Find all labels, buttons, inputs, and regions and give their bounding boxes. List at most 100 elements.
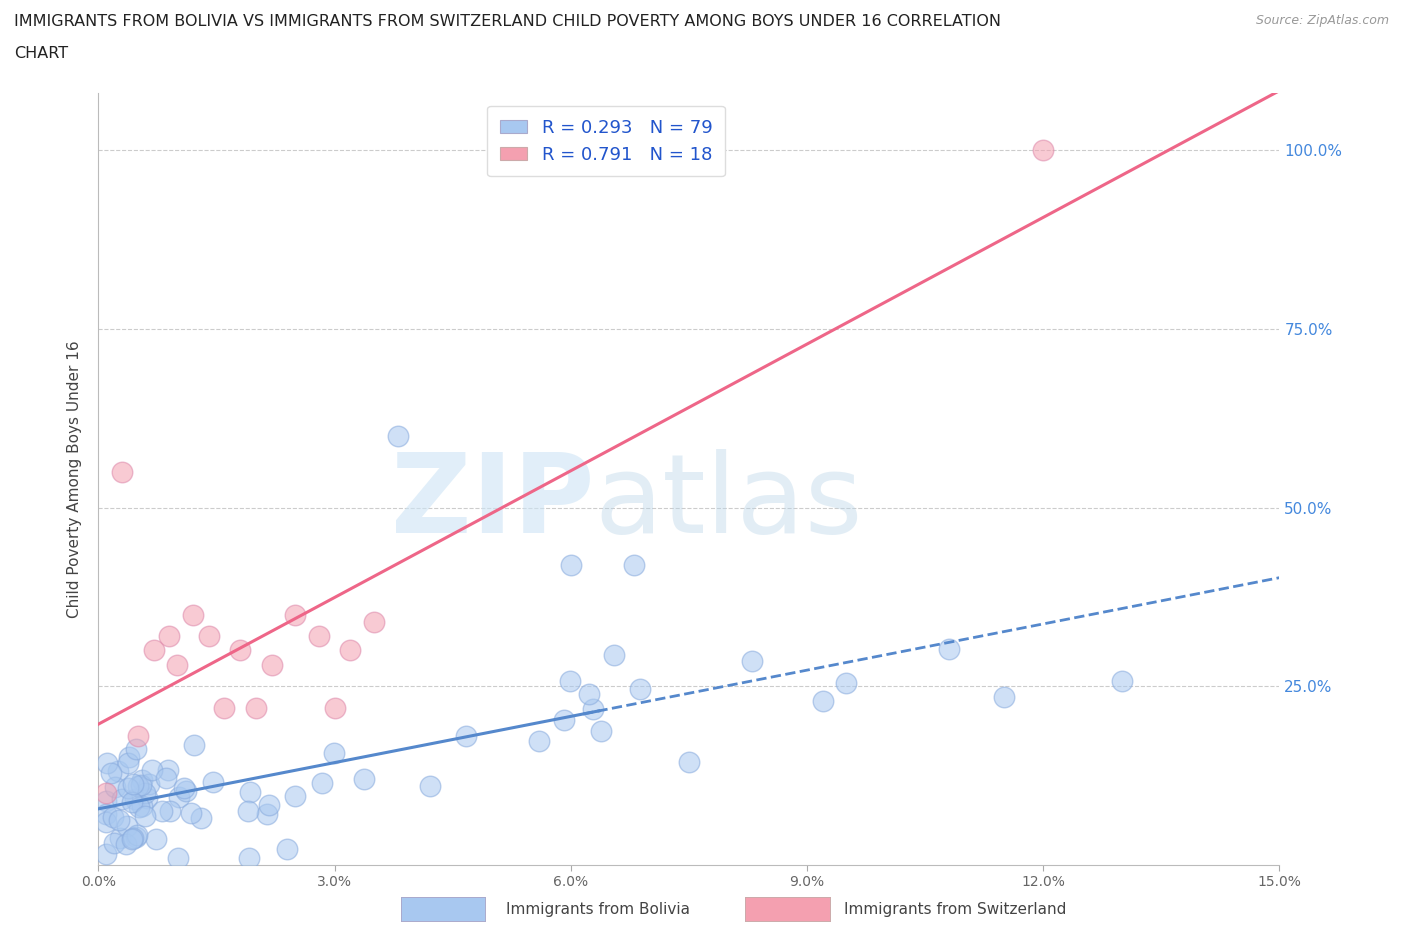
Point <box>560 557 582 572</box>
Point <box>628 682 651 697</box>
Point <box>142 643 165 658</box>
Text: ZIP: ZIP <box>391 448 595 555</box>
Point <box>125 741 148 756</box>
Point <box>128 799 150 814</box>
Point <box>157 629 180 644</box>
Point <box>553 712 575 727</box>
Text: atlas: atlas <box>595 448 863 555</box>
Point <box>678 755 700 770</box>
Point <box>108 830 131 845</box>
Text: Source: ZipAtlas.com: Source: ZipAtlas.com <box>1256 14 1389 27</box>
Point <box>131 773 153 788</box>
Point <box>115 818 138 833</box>
Point <box>308 629 330 644</box>
Point <box>174 783 197 798</box>
Point <box>339 643 361 658</box>
Point <box>115 837 138 852</box>
Point <box>157 763 180 777</box>
Point <box>96 786 118 801</box>
Point <box>131 798 153 813</box>
Point <box>138 777 160 791</box>
Point <box>117 781 139 796</box>
Point <box>122 777 145 791</box>
Point <box>96 806 118 821</box>
Point <box>603 647 626 662</box>
Point <box>124 791 146 806</box>
Point <box>167 850 190 865</box>
Point <box>993 689 1015 704</box>
Point <box>1032 142 1054 157</box>
Point <box>96 847 118 862</box>
Point <box>527 734 550 749</box>
Point <box>311 776 333 790</box>
Point <box>238 850 260 865</box>
Y-axis label: Child Poverty Among Boys Under 16: Child Poverty Among Boys Under 16 <box>67 340 83 618</box>
Point <box>136 790 159 805</box>
Point <box>183 737 205 752</box>
Point <box>197 629 219 644</box>
Point <box>284 607 307 622</box>
Point <box>100 766 122 781</box>
Point <box>107 764 129 778</box>
Point <box>104 779 127 794</box>
Point <box>121 795 143 810</box>
Point <box>419 779 441 794</box>
Point <box>589 724 612 738</box>
Point <box>96 814 118 829</box>
Point <box>155 770 177 785</box>
Point <box>96 755 118 770</box>
Point <box>741 653 763 668</box>
Text: CHART: CHART <box>14 46 67 61</box>
Point <box>284 789 307 804</box>
Point <box>276 842 298 857</box>
Point <box>121 831 143 846</box>
Text: Immigrants from Switzerland: Immigrants from Switzerland <box>844 902 1066 917</box>
Point <box>150 804 173 818</box>
Point <box>835 675 858 690</box>
Point <box>363 615 385 630</box>
Point <box>159 804 181 818</box>
Point <box>582 701 605 716</box>
Point <box>101 809 124 824</box>
Point <box>323 700 346 715</box>
Text: IMMIGRANTS FROM BOLIVIA VS IMMIGRANTS FROM SWITZERLAND CHILD POVERTY AMONG BOYS : IMMIGRANTS FROM BOLIVIA VS IMMIGRANTS FR… <box>14 14 1001 29</box>
Point <box>387 429 409 444</box>
Point <box>134 785 156 800</box>
Point <box>938 642 960 657</box>
Point <box>129 777 152 792</box>
Point <box>103 836 125 851</box>
Point <box>173 780 195 795</box>
Point <box>134 808 156 823</box>
Point <box>623 557 645 572</box>
Point <box>107 813 129 828</box>
Point <box>145 831 167 846</box>
Point <box>96 793 118 808</box>
Point <box>256 806 278 821</box>
Point <box>117 750 139 764</box>
Point <box>322 745 344 760</box>
Text: Immigrants from Bolivia: Immigrants from Bolivia <box>506 902 690 917</box>
Point <box>214 700 236 715</box>
Point <box>229 643 252 658</box>
Point <box>117 756 139 771</box>
Point <box>257 798 280 813</box>
Point <box>180 806 202 821</box>
Point <box>141 763 163 777</box>
Point <box>202 775 225 790</box>
Point <box>353 772 375 787</box>
Point <box>127 828 149 843</box>
Point <box>260 658 283 672</box>
Point <box>236 804 259 818</box>
Point <box>127 729 149 744</box>
Point <box>169 790 191 804</box>
Point <box>1111 674 1133 689</box>
Point <box>239 785 262 800</box>
Point <box>558 673 581 688</box>
Point <box>125 830 148 844</box>
Point <box>245 700 267 715</box>
Point <box>122 830 145 845</box>
Point <box>578 686 600 701</box>
Point <box>166 658 188 672</box>
Point <box>111 464 134 479</box>
Point <box>190 811 212 826</box>
